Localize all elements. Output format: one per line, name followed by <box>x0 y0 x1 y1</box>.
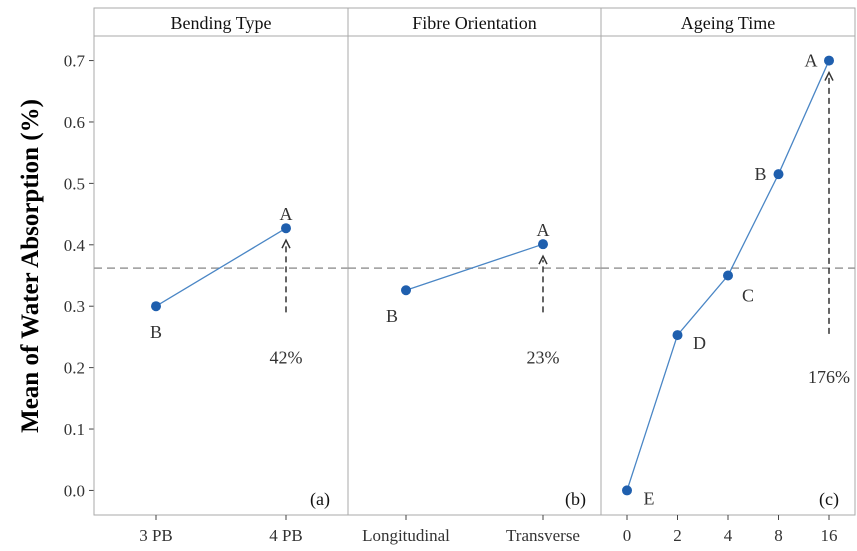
increase-label: 42% <box>270 347 303 367</box>
x-tick-label: 4 PB <box>269 526 303 545</box>
panel-frame <box>600 7 856 516</box>
x-tick-label: Transverse <box>506 526 580 545</box>
panel-1: Bending Type B 3 PB A 4 PB 42% (a) <box>93 7 349 545</box>
y-axis-label: Mean of Water Absorption (%) <box>17 99 44 433</box>
series-line <box>405 243 544 291</box>
y-tick-label: 0.7 <box>64 52 86 71</box>
x-tick-label: 3 PB <box>139 526 173 545</box>
y-tick-label: 0.1 <box>64 420 85 439</box>
y-tick-label: 0.5 <box>64 174 85 193</box>
data-point <box>824 55 834 66</box>
data-point <box>622 485 632 496</box>
y-tick-label: 0.2 <box>64 359 85 378</box>
y-tick-label: 0.0 <box>64 481 85 500</box>
group-label: C <box>742 286 754 306</box>
x-tick-label: Longitudinal <box>362 526 450 545</box>
group-label: B <box>754 164 766 184</box>
series-line <box>155 227 287 307</box>
panel-tag: (b) <box>565 489 586 510</box>
data-point <box>151 301 161 312</box>
x-tick-label: 4 <box>724 526 733 545</box>
increase-label: 23% <box>527 347 560 367</box>
panel-2: Fibre Orientation B Longitudinal A Transvers… <box>347 7 602 545</box>
x-tick-label: 16 <box>821 526 838 545</box>
chart-panels: Bending Type B 3 PB A 4 PB 42% (a) Fibre Orient… <box>93 7 856 545</box>
increase-arrow-head <box>281 238 291 249</box>
increase-arrow-head <box>824 70 834 81</box>
panel-tag: (a) <box>310 489 330 510</box>
x-tick-label: 8 <box>774 526 783 545</box>
y-axis: 0.0 0.1 0.2 0.3 0.4 0.5 0.6 0.7 <box>64 52 94 500</box>
group-label: A <box>537 220 550 240</box>
group-label: A <box>805 51 818 71</box>
increase-label: 176% <box>808 367 850 387</box>
y-tick-label: 0.4 <box>64 236 86 255</box>
data-point <box>401 285 411 296</box>
increase-arrow-head <box>538 254 548 265</box>
data-point <box>538 239 548 250</box>
panel-tag: (c) <box>819 489 839 510</box>
group-label: E <box>644 488 655 508</box>
group-label: A <box>280 204 293 224</box>
data-point <box>773 169 784 180</box>
panel-frame <box>93 7 349 516</box>
panel-frame <box>347 7 602 516</box>
y-tick-label: 0.6 <box>64 113 85 132</box>
data-point <box>723 270 733 281</box>
panel-title: Ageing Time <box>681 13 776 33</box>
panel-title: Bending Type <box>171 13 272 33</box>
y-tick-label: 0.3 <box>64 297 85 316</box>
panel-title: Fibre Orientation <box>412 13 536 33</box>
group-label: D <box>693 333 706 353</box>
group-label: B <box>386 306 398 326</box>
group-label: B <box>150 322 162 342</box>
panel-3: Ageing Time E0 D 2 C 4 B 8 A 16 176% (c) <box>600 7 856 545</box>
x-tick-label: 2 <box>673 526 682 545</box>
data-point <box>281 223 291 234</box>
data-point <box>672 330 683 341</box>
x-tick-label: 0 <box>623 526 632 545</box>
